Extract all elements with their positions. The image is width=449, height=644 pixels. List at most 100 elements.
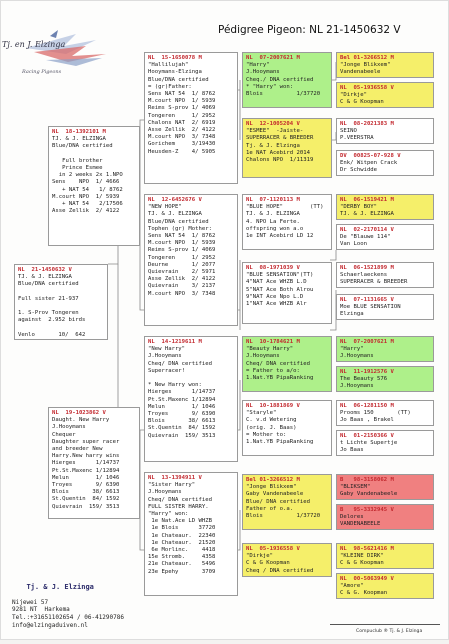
gen4-card[interactable]: NL 06-1519421 M "DERBY BOY" TJ. & J. ELZ… (336, 194, 434, 220)
gen4-card[interactable]: NL 06-1281150 M Prooms 150 (TT) Jo Baas … (336, 400, 434, 426)
gen4-ring: DV 00825-07-928 V (340, 153, 401, 159)
gen4-details: The Beauty 576 J.Hooymans (340, 376, 388, 390)
logo-subtitle: Racing Pigeons (22, 69, 62, 75)
pigeon-logo (26, 30, 106, 66)
owner-contact-block: Tj. & J. Elzinga Nijewei 57 9281 NT Hark… (12, 576, 124, 644)
sire-details: TJ. & J. ELZINGA Blue/DNA certified Full… (52, 136, 123, 215)
gen4-ring: NL 08-2021383 M (340, 121, 394, 127)
gen4-card[interactable]: NL 07-1131665 V Moe BLUE SENSATION Elzin… (336, 294, 434, 320)
gen4-ring: Bel 01-3266512 M (340, 55, 394, 61)
granddam-maternal-card[interactable]: NL 13-1394911 V "Sister Harry" J.Hooyman… (144, 472, 238, 596)
gen3-ring: NL 07-2007621 M (246, 55, 300, 61)
gen4-card[interactable]: NL 01-2150366 V t Lichte Supertje Jo Baa… (336, 430, 434, 456)
gen4-card[interactable]: NL 11-1912576 V The Beauty 576 J.Hooyman… (336, 366, 434, 392)
gen4-ring: NL 01-2150366 V (340, 433, 394, 439)
gen4-card[interactable]: B 98-3158062 M "BLIKSEM" Gaby Vandenabee… (336, 474, 434, 500)
subject-details: TJ. & J. ELZINGA Blue/DNA certified Full… (18, 274, 86, 338)
grandsire-maternal-card[interactable]: NL 14-1219611 M "New Harry" J.Hooymans C… (144, 336, 238, 462)
subject-ring: NL 21-1450632 V (18, 267, 72, 273)
gen4-ring: NL 07-1131665 V (340, 297, 394, 303)
gen3-card[interactable]: NL 05-1936558 V "Dirkje" C & G Koopman C… (242, 543, 332, 577)
gen3-card[interactable]: Bel 01-3266512 M "Jonge Blikxem" Gaby Va… (242, 474, 332, 530)
gen3-ring: NL 07-1120113 M (246, 197, 300, 203)
gen2-ring: NL 15-1650078 M (148, 55, 202, 61)
gen4-details: "DERBY BOY" TJ. & J. ELZINGA (340, 204, 394, 218)
gen3-card[interactable]: NL 10-1784621 M "Beauty Harry" J.Hooyman… (242, 336, 332, 392)
gen3-card[interactable]: NL 07-1120113 M "BLUE HOPE" (TT) TJ. & J… (242, 194, 332, 250)
gen3-details: "Staryle" C. v.d Wetering (orig. J. Baas… (246, 410, 314, 446)
gen3-card[interactable]: NL 12-1005204 V "ESMEE" -Jaiste- SUPERRA… (242, 118, 332, 178)
gen3-ring: NL 05-1936558 V (246, 546, 300, 552)
gen4-ring: NL 05-1936558 V (340, 85, 394, 91)
grandsire-paternal-card[interactable]: NL 15-1650078 M "Hallilujah" Hooymans-El… (144, 52, 238, 184)
gen4-card[interactable]: NL 06-1521899 M Schaerlaeckens SUPERRACE… (336, 262, 434, 288)
gen3-ring: NL 12-1005204 V (246, 121, 300, 127)
gen2-details: "Hallilujah" Hooymans-Elzinga Blue/DNA c… (148, 62, 216, 155)
gen4-details: Enk/ Witpen Crack Dr Schwidde (340, 160, 398, 174)
gen4-card[interactable]: B 95-3332945 V Delores VANDENABEELE (336, 504, 434, 530)
gen3-details: "Beauty Harry" J.Hooymans Cheq/ DNA cert… (246, 346, 314, 382)
gen3-ring: Bel 01-3266512 M (246, 477, 300, 483)
gen4-details: De "Blauwe 114" Van Loon (340, 234, 391, 248)
gen3-ring: NL 10-1784621 M (246, 339, 300, 345)
gen4-ring: B 95-3332945 V (340, 507, 394, 513)
gen4-card[interactable]: NL 07-2007621 M "Harry" J.Hooymans (336, 336, 434, 362)
gen3-details: "Dirkje" C & G Koopman Cheq / DNA certif… (246, 553, 314, 574)
gen2-ring: NL 12-6452676 V (148, 197, 202, 203)
gen4-card[interactable]: NL 98-5621416 M "KLEINE DIRK" C & G Koop… (336, 543, 434, 569)
sire-ring: NL 18-1392101 M (52, 129, 106, 135)
subject-pigeon-card[interactable]: NL 21-1450632 V TJ. & J. ELZINGA Blue/DN… (14, 264, 108, 340)
gen4-ring: NL 02-2170114 V (340, 227, 394, 233)
gen2-details: "NEW HOPE" TJ. & J. ELZINGA Blue/DNA cer… (148, 204, 216, 297)
gen4-card[interactable]: NL 05-1936558 V "Dirkje" C & G Koopman (336, 82, 434, 108)
gen4-details: SEINO P.VEERSTRA (340, 128, 374, 142)
gen4-ring: NL 98-5621416 M (340, 546, 394, 552)
gen4-details: Schaerlaeckens SUPERRACER & BREEDER (340, 272, 408, 286)
gen4-ring: NL 06-1519421 M (340, 197, 394, 203)
gen3-card[interactable]: NL 07-2007621 M "Harry" J.Hooymans Cheq.… (242, 52, 332, 108)
gen3-details: "BLUE HOPE" (TT) TJ. & J. ELZINGA 4. NPO… (246, 204, 324, 240)
granddam-paternal-card[interactable]: NL 12-6452676 V "NEW HOPE" TJ. & J. ELZI… (144, 194, 238, 326)
gen3-card[interactable]: NL 08-1971039 V "BLUE SENSATION"(TT) 4"N… (242, 262, 332, 324)
owner-name: Tj. & J. Elzinga (26, 582, 94, 591)
gen2-ring: NL 14-1219611 M (148, 339, 202, 345)
gen4-ring: B 98-3158062 M (340, 477, 394, 483)
gen4-details: "Dirkje" C & G Koopman (340, 92, 384, 106)
gen2-details: "New Harry" J.Hooymans Cheq/ DNA certifi… (148, 346, 216, 439)
gen4-card[interactable]: Bel 01-3266512 M "Jonge Blikxem" Vandena… (336, 52, 434, 78)
gen3-ring: NL 10-1881869 V (246, 403, 300, 409)
page-title: Pédigree Pigeon: NL 21-1450632 V (218, 24, 401, 36)
gen4-details: "Harry" J.Hooymans (340, 346, 374, 360)
logo-text: Tj. en J. Elzinga (2, 40, 66, 49)
gen4-details: "BLIKSEM" Gaby Vandenabeele (340, 484, 398, 498)
gen2-details: "Sister Harry" J.Hooymans Cheq/ DNA cert… (148, 482, 216, 575)
footer-divider (330, 624, 440, 625)
gen3-details: "Jonge Blikxem" Gaby Vandenabeele Blue/ … (246, 484, 321, 520)
gen4-card[interactable]: DV 00825-07-928 V Enk/ Witpen Crack Dr S… (336, 150, 434, 176)
gen4-card[interactable]: NL 02-2170114 V De "Blauwe 114" Van Loon (336, 224, 434, 250)
gen3-details: "Harry" J.Hooymans Cheq./ DNA certified … (246, 62, 321, 98)
gen3-details: "ESMEE" -Jaiste- SUPERRACER & BREEDER Tj… (246, 128, 314, 164)
gen4-ring: NL 07-2007621 M (340, 339, 394, 345)
gen3-card[interactable]: NL 10-1881869 V "Staryle" C. v.d Weterin… (242, 400, 332, 456)
gen4-card[interactable]: NL 00-5063949 V "Amore" C & G. Koopman (336, 573, 434, 599)
dam-card[interactable]: NL 19-1023862 V Daught. New Harry J.Hooy… (48, 407, 140, 519)
gen4-details: "Jonge Blikxem" Vandenabeele (340, 62, 391, 76)
gen3-details: "BLUE SENSATION"(TT) 4"NAT Ace WHZB L.D … (246, 272, 314, 308)
gen3-ring: NL 08-1971039 V (246, 265, 300, 271)
dam-details: Daught. New Harry J.Hooymans Chequer Dau… (52, 417, 120, 510)
gen4-ring: NL 06-1281150 M (340, 403, 394, 409)
gen4-card[interactable]: NL 08-2021383 M SEINO P.VEERSTRA (336, 118, 434, 144)
compiled-by-credit: Compuclub ® Tj. & J. Elzinga (356, 629, 423, 634)
gen4-details: Prooms 150 (TT) Jo Baas , Brakel (340, 410, 411, 424)
gen4-details: "Amore" C & G. Koopman (340, 583, 388, 597)
gen4-details: t Lichte Supertje Jo Baas (340, 440, 398, 454)
dam-ring: NL 19-1023862 V (52, 410, 106, 416)
gen2-ring: NL 13-1394911 V (148, 475, 202, 481)
gen4-details: Delores VANDENABEELE (340, 514, 381, 528)
gen4-ring: NL 11-1912576 V (340, 369, 394, 375)
gen4-ring: NL 06-1521899 M (340, 265, 394, 271)
owner-address: Nijewei 57 9281 NT Harkema Tel.:+3165110… (12, 598, 124, 629)
sire-card[interactable]: NL 18-1392101 M TJ. & J. ELZINGA Blue/DN… (48, 126, 140, 246)
